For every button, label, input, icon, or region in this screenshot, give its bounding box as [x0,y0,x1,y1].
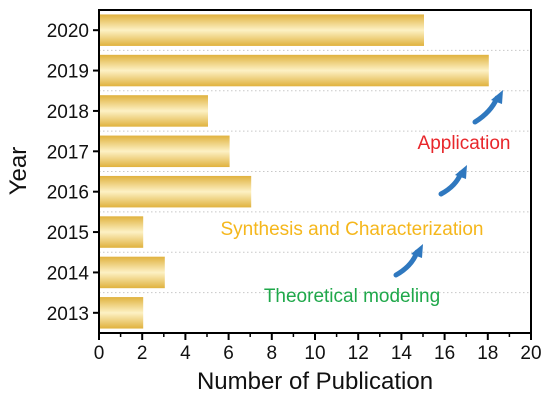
x-tick-label: 0 [94,343,105,364]
bar-2018 [100,95,208,127]
x-tick-label: 2 [137,343,148,364]
y-tick-label: 2016 [47,183,89,204]
y-tick-label: 2013 [47,304,89,325]
bar-2013 [100,297,144,329]
annotation-synthesis: Synthesis and Characterization [221,219,484,240]
x-tick-label: 12 [348,343,369,364]
y-tick-label: 2018 [47,102,89,123]
x-tick-label: 4 [180,343,191,364]
x-tick-label: 14 [391,343,413,364]
bar-2019 [100,54,489,87]
bars [100,14,489,329]
y-axis-title: Year [5,147,32,196]
x-axis-title: Number of Publication [197,368,433,395]
bar-2015 [100,216,144,248]
x-tick-label: 8 [267,343,278,364]
annotations: Application Synthesis and Characterizati… [221,90,511,307]
y-tick-label: 2020 [47,21,89,42]
gridlines [99,49,531,294]
x-tick-label: 10 [304,343,325,364]
curved-arrow-icon [393,244,423,278]
bar-2014 [100,256,165,289]
y-axis-ticks: 2020 2019 2018 2017 2016 2015 2014 2013 [47,21,99,325]
bar-2016 [100,175,252,208]
x-tick-label: 18 [477,343,498,364]
bar-2017 [100,135,230,168]
y-tick-label: 2017 [47,142,89,163]
x-axis-ticks: 0 2 4 6 8 10 12 14 16 18 20 [94,333,542,364]
curved-arrow-icon [438,165,467,197]
x-tick-label: 6 [223,343,234,364]
y-tick-label: 2015 [47,223,89,244]
annotation-application: Application [418,133,511,154]
bar-2020 [100,14,424,46]
x-tick-label: 16 [434,343,455,364]
annotation-theoretical: Theoretical modeling [264,286,440,307]
curved-arrow-icon [472,90,503,125]
x-tick-label: 20 [520,343,541,364]
y-tick-label: 2014 [47,263,90,284]
y-tick-label: 2019 [47,62,89,83]
